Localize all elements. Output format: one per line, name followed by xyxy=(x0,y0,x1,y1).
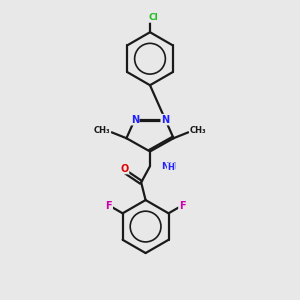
Text: N: N xyxy=(161,115,170,125)
Text: F: F xyxy=(179,201,186,211)
Text: CH₃: CH₃ xyxy=(190,126,206,135)
Text: O: O xyxy=(120,164,128,173)
Text: H: H xyxy=(168,163,175,172)
Text: Cl: Cl xyxy=(148,13,158,22)
Text: F: F xyxy=(106,201,112,211)
Text: CH₃: CH₃ xyxy=(94,126,110,135)
Text: N: N xyxy=(130,115,139,125)
Text: NH: NH xyxy=(161,162,176,171)
